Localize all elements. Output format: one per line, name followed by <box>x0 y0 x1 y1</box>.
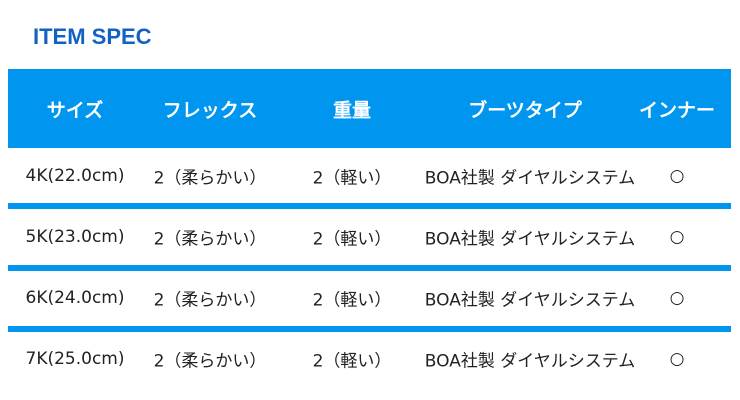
table-cell: 2（軽い） <box>312 229 392 250</box>
table-cell: 6K(24.0cm) <box>25 288 125 308</box>
table-cell: BOA社製 ダイヤルシステム <box>424 351 636 372</box>
column-header: インナー <box>638 99 716 122</box>
table-cell: 5K(23.0cm) <box>25 227 125 247</box>
table-row: 6K(24.0cm) 2（柔らかい） 2（軽い） BOA社製 ダイヤルシステム ○ <box>8 270 731 326</box>
table-cell: 4K(22.0cm) <box>25 166 125 186</box>
row-divider <box>8 203 731 209</box>
column-header: ブーツタイプ <box>468 99 582 122</box>
table-row: 4K(22.0cm) 2（柔らかい） 2（軽い） BOA社製 ダイヤルシステム ○ <box>8 148 731 204</box>
table-cell: 2（柔らかい） <box>153 351 267 372</box>
table-cell: 2（柔らかい） <box>153 290 267 311</box>
table-cell: 7K(25.0cm) <box>25 349 125 369</box>
table-header: サイズ フレックス 重量 ブーツタイプ インナー <box>8 69 731 148</box>
column-header: フレックス <box>162 99 258 122</box>
table-cell: BOA社製 ダイヤルシステム <box>424 290 636 311</box>
table-cell: 2（軽い） <box>312 351 392 372</box>
table-cell: 2（柔らかい） <box>153 229 267 250</box>
row-divider <box>8 264 731 271</box>
table-cell: 2（柔らかい） <box>153 168 267 189</box>
table-cell: BOA社製 ダイヤルシステム <box>424 168 636 189</box>
table-row: 7K(25.0cm) 2（柔らかい） 2（軽い） BOA社製 ダイヤルシステム ○ <box>8 331 731 387</box>
column-header: サイズ <box>46 99 104 122</box>
table-cell: ○ <box>669 288 685 308</box>
section-title: ITEM SPEC <box>33 24 152 49</box>
table-cell: BOA社製 ダイヤルシステム <box>424 229 636 250</box>
table-cell: 2（軽い） <box>312 290 392 311</box>
table-cell: ○ <box>669 166 685 186</box>
table-row: 5K(23.0cm) 2（柔らかい） 2（軽い） BOA社製 ダイヤルシステム ○ <box>8 209 731 265</box>
table-cell: 2（軽い） <box>312 168 392 189</box>
table-cell: ○ <box>669 227 685 247</box>
row-divider <box>8 326 731 332</box>
column-header: 重量 <box>332 99 372 122</box>
table-cell: ○ <box>669 349 685 369</box>
